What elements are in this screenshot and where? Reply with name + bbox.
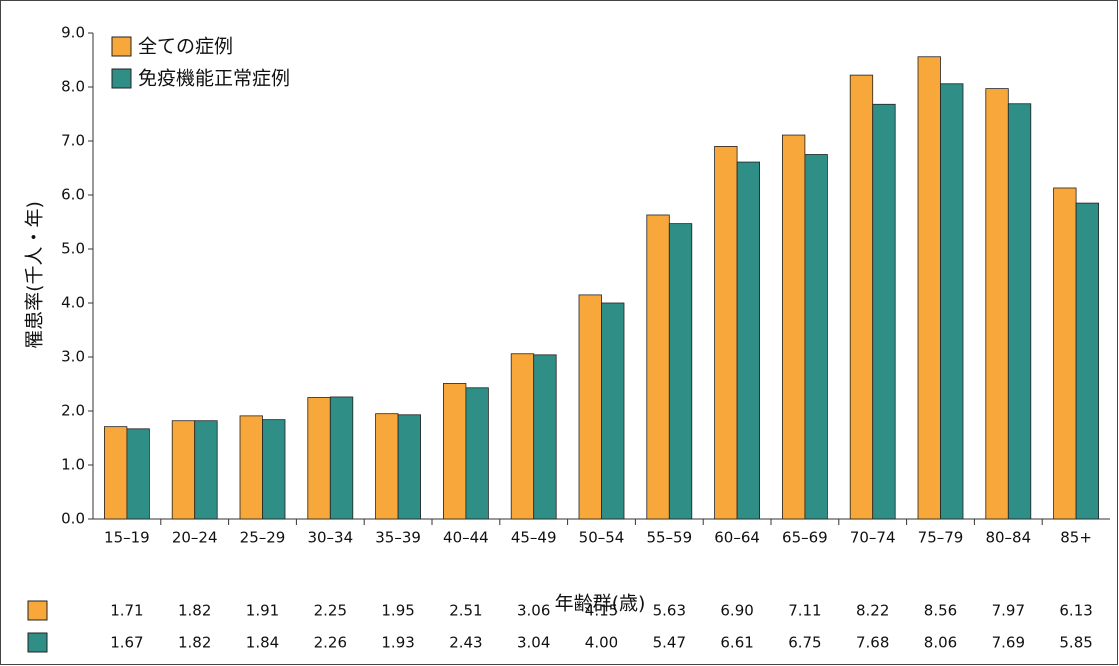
bar: [171, 420, 196, 520]
table-value: 3.04: [517, 634, 550, 652]
bar: [533, 354, 557, 520]
bar: [239, 415, 263, 520]
x-tick-label: 75–79: [918, 529, 964, 547]
bar: [126, 428, 150, 520]
x-tick-label: 80–84: [985, 529, 1031, 547]
y-tick-label: 3.0: [61, 348, 85, 366]
table-value: 8.56: [924, 602, 957, 620]
bar: [194, 420, 218, 520]
y-tick-label: 7.0: [61, 132, 85, 150]
bar: [1007, 103, 1032, 520]
table-value: 3.06: [517, 602, 550, 620]
table-value: 2.26: [314, 634, 347, 652]
y-tick-label: 6.0: [61, 186, 85, 204]
table-value: 1.67: [110, 634, 143, 652]
x-tick-label: 85+: [1060, 529, 1092, 547]
bar: [104, 426, 128, 520]
table-value: 1.93: [381, 634, 414, 652]
bar: [578, 294, 602, 520]
bar: [601, 302, 625, 520]
bar: [985, 88, 1009, 520]
table-value: 1.71: [110, 602, 143, 620]
y-tick-label: 0.0: [61, 510, 85, 528]
x-axis-label: 年齢群(歳): [555, 593, 646, 615]
bar: [510, 353, 535, 520]
table-value: 6.75: [788, 634, 821, 652]
bar: [1075, 202, 1099, 520]
table-value: 5.47: [653, 634, 686, 652]
x-tick-label: 15–19: [104, 529, 150, 547]
x-tick-label: 20–24: [172, 529, 218, 547]
x-tick-label: 55–59: [646, 529, 692, 547]
bar: [262, 419, 286, 520]
legend-swatch: [111, 36, 132, 57]
table-value: 6.61: [720, 634, 753, 652]
table-value: 2.25: [314, 602, 347, 620]
legend-label: 免疫機能正常症例: [138, 68, 290, 90]
bar: [1053, 187, 1077, 520]
table-value: 1.95: [381, 602, 414, 620]
table-value: 7.97: [992, 602, 1025, 620]
legend-swatch: [111, 68, 132, 89]
table-value: 6.13: [1059, 602, 1092, 620]
bar: [442, 383, 467, 520]
table-value: 4.00: [585, 634, 618, 652]
bar: [917, 56, 941, 520]
table-value: 1.91: [246, 602, 279, 620]
table-value: 1.84: [246, 634, 279, 652]
x-tick-label: 25–29: [240, 529, 286, 547]
bar: [782, 134, 806, 520]
table-value: 4.15: [585, 602, 618, 620]
table-value: 7.68: [856, 634, 889, 652]
x-tick-label: 40–44: [443, 529, 489, 547]
bar: [940, 83, 964, 520]
table-value: 8.06: [924, 634, 957, 652]
x-tick-label: 65–69: [782, 529, 828, 547]
bar: [849, 74, 874, 520]
bar: [668, 223, 693, 520]
legend-label: 全ての症例: [138, 36, 233, 58]
y-tick-label: 4.0: [61, 294, 85, 312]
table-value: 1.82: [178, 634, 211, 652]
x-tick-label: 70–74: [850, 529, 896, 547]
table-value: 1.82: [178, 602, 211, 620]
table-value: 7.69: [992, 634, 1025, 652]
bar: [646, 214, 670, 520]
bar: [804, 154, 828, 520]
table-value: 5.63: [653, 602, 686, 620]
bar: [375, 413, 399, 520]
table-value: 7.11: [788, 602, 821, 620]
table-key: [27, 632, 48, 653]
table-value: 6.90: [720, 602, 753, 620]
y-tick-label: 5.0: [61, 240, 85, 258]
x-tick-label: 50–54: [579, 529, 625, 547]
table-value: 8.22: [856, 602, 889, 620]
y-tick-label: 9.0: [61, 24, 85, 42]
y-tick-label: 1.0: [61, 456, 85, 474]
bar: [397, 414, 422, 520]
bar: [736, 161, 760, 520]
x-tick-label: 60–64: [714, 529, 760, 547]
table-value: 5.85: [1059, 634, 1092, 652]
table-value: 2.43: [449, 634, 482, 652]
bar: [465, 387, 489, 520]
x-tick-label: 45–49: [511, 529, 557, 547]
bar: [872, 103, 896, 520]
table-key: [27, 600, 48, 621]
bar: [307, 397, 331, 520]
y-axis-label: 罹患率(千人・年): [24, 201, 46, 349]
x-tick-label: 35–39: [375, 529, 421, 547]
table-value: 2.51: [449, 602, 482, 620]
y-tick-label: 8.0: [61, 78, 85, 96]
bar: [329, 396, 354, 520]
y-tick-label: 2.0: [61, 402, 85, 420]
bar: [714, 145, 738, 520]
x-tick-label: 30–34: [307, 529, 353, 547]
